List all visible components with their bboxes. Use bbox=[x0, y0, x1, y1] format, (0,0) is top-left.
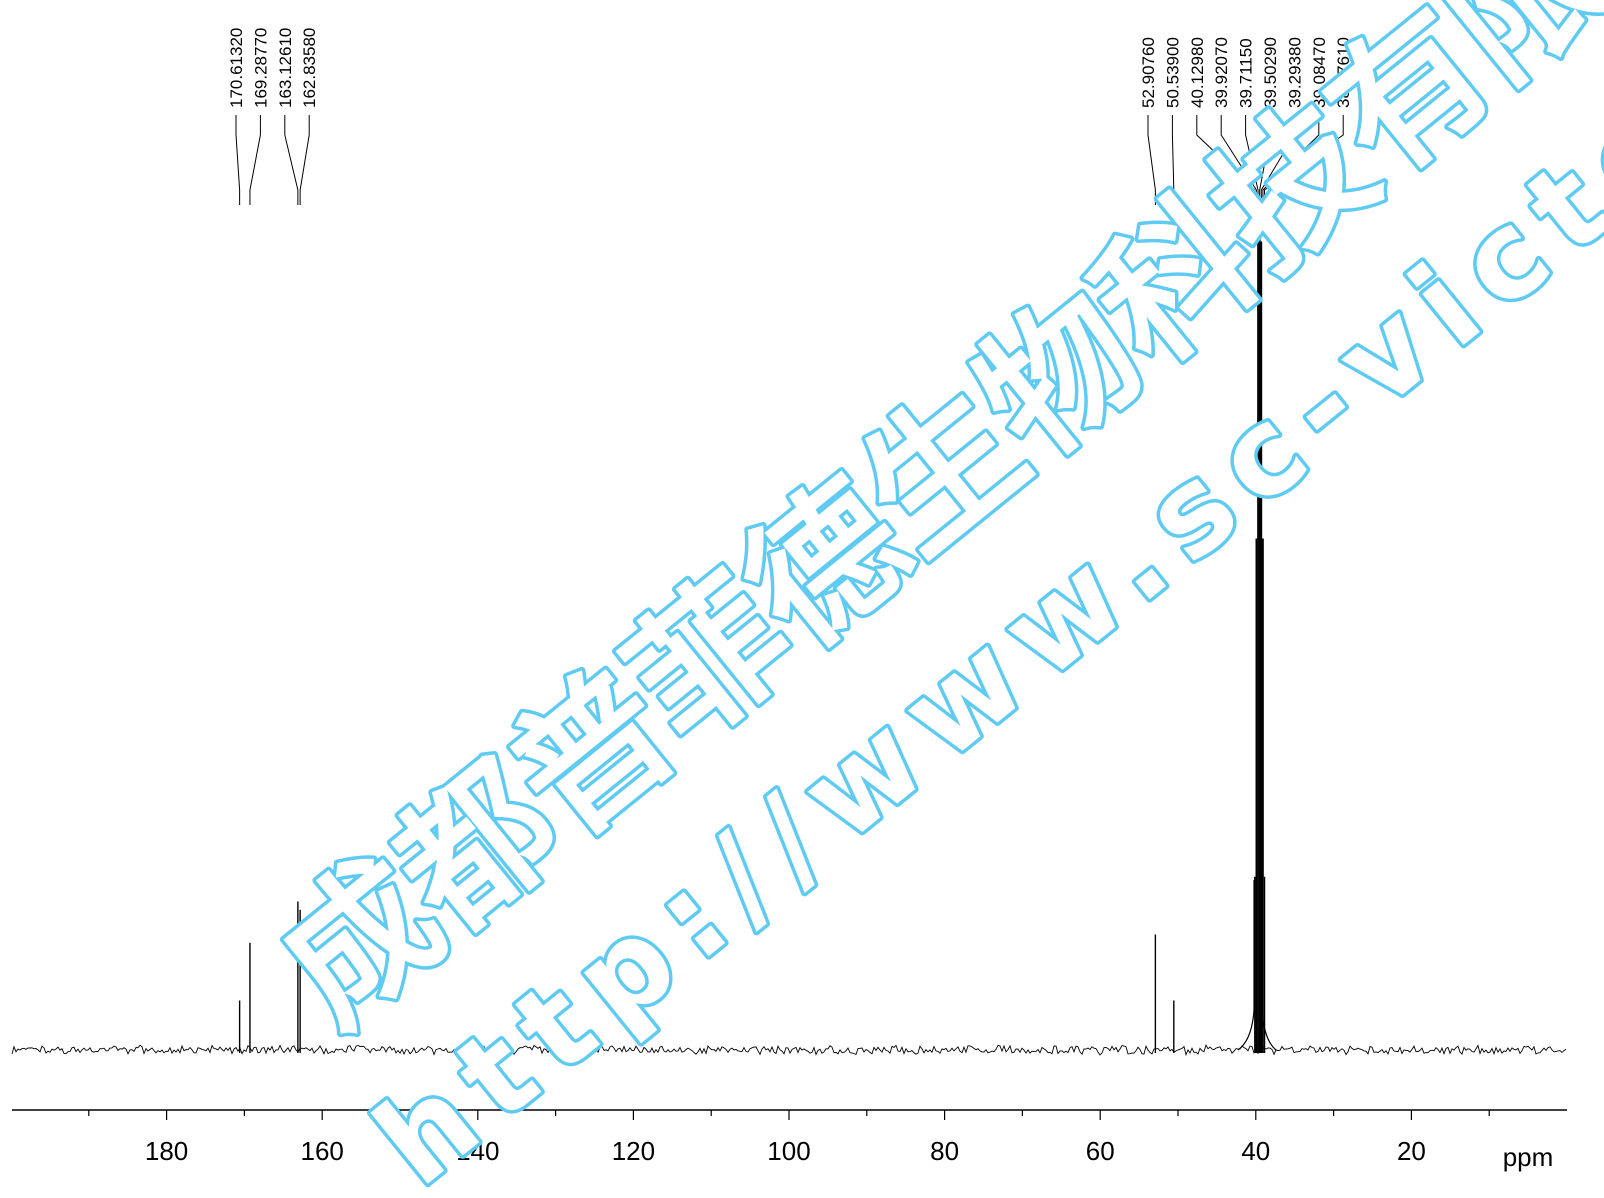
spectrum-layer bbox=[11, 225, 1567, 1057]
peak-leader-5 bbox=[1171, 115, 1175, 205]
x-tick-label: 20 bbox=[1397, 1136, 1426, 1166]
peak-leader-10 bbox=[1260, 115, 1295, 205]
x-tick-label: 120 bbox=[612, 1136, 655, 1166]
peak-label-4: 52.90760 bbox=[1139, 37, 1158, 108]
x-unit-label: ppm bbox=[1503, 1142, 1554, 1172]
peak-label-6: 40.12980 bbox=[1188, 37, 1207, 108]
peak-leader-9 bbox=[1259, 115, 1271, 205]
peak-label-12: 38.87610 bbox=[1334, 37, 1353, 108]
x-tick-label: 60 bbox=[1086, 1136, 1115, 1166]
peak-labels: 170.61320 169.28770 163.12610 162.83580 52.9… bbox=[227, 28, 1353, 205]
peak-label-5: 50.53900 bbox=[1163, 37, 1182, 108]
peak-leader-11 bbox=[1262, 115, 1320, 205]
peak-leader-2 bbox=[284, 115, 299, 205]
peak-leader-4 bbox=[1147, 115, 1156, 205]
peak-label-10: 39.29380 bbox=[1285, 37, 1304, 108]
x-tick-label: 80 bbox=[930, 1136, 959, 1166]
peak-leader-8 bbox=[1245, 115, 1259, 205]
peak-leader-12 bbox=[1264, 115, 1344, 205]
x-tick-label: 140 bbox=[456, 1136, 499, 1166]
x-tick-label: 180 bbox=[145, 1136, 188, 1166]
peak-label-3: 162.83580 bbox=[300, 28, 319, 108]
x-tick-label: 160 bbox=[301, 1136, 344, 1166]
peak-leader-1 bbox=[249, 115, 261, 205]
x-axis: 180 160 140 120 100 80 60 40 20 ppm bbox=[12, 1109, 1567, 1172]
watermark: 成都普菲德生物科技有限公司 http://www.sc-victory.com bbox=[245, 0, 1604, 1198]
peak-label-9: 39.50290 bbox=[1261, 37, 1280, 108]
peak-label-11: 39.08470 bbox=[1310, 37, 1329, 108]
peak-leader-0 bbox=[235, 115, 241, 205]
peak-label-0: 170.61320 bbox=[227, 28, 246, 108]
peak-label-1: 169.28770 bbox=[251, 28, 270, 108]
x-tick-label: 100 bbox=[767, 1136, 810, 1166]
peak-leader-6 bbox=[1196, 115, 1256, 205]
watermark-company-name: 成都普菲德生物科技有限公司 bbox=[248, 0, 1604, 1058]
peak-leader-3 bbox=[299, 115, 310, 205]
peak-label-2: 163.12610 bbox=[276, 28, 295, 108]
peak-label-8: 39.71150 bbox=[1237, 38, 1256, 108]
x-tick-label: 40 bbox=[1241, 1136, 1270, 1166]
peak-label-7: 39.92070 bbox=[1212, 37, 1231, 108]
spectrum-baseline bbox=[11, 1043, 1567, 1057]
peak-leader-7 bbox=[1220, 115, 1257, 205]
